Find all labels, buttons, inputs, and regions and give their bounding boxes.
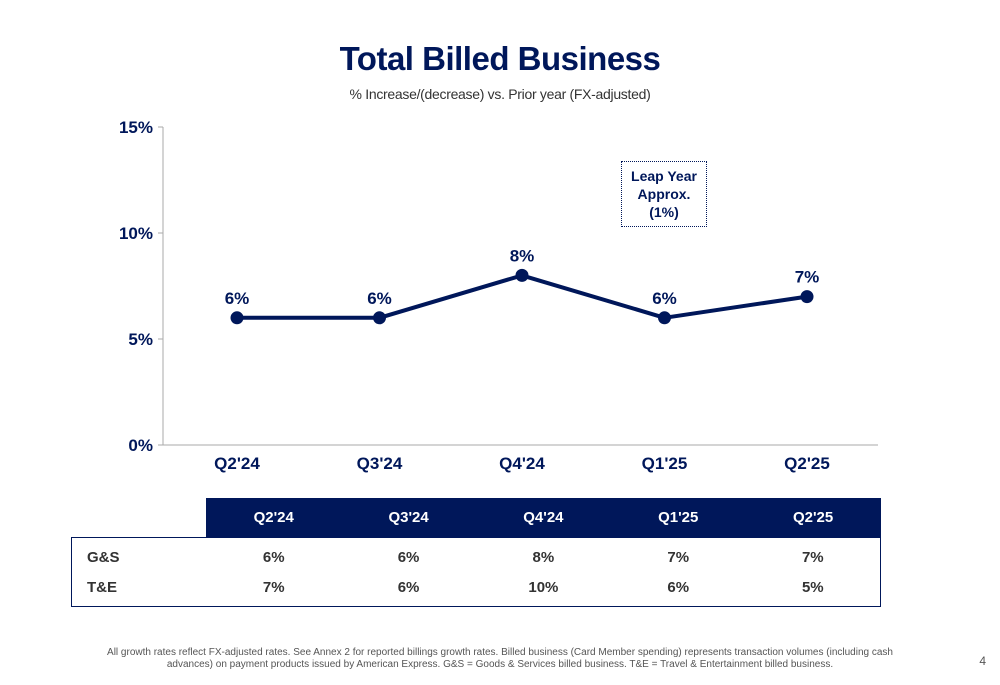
data-point xyxy=(800,290,814,304)
y-tick-label: 10% xyxy=(119,224,153,243)
table-cell: 7% xyxy=(801,548,824,566)
chart-axes: 0% 5% 10% 15% Q2'24 Q3'24 Q4'24 Q1'25 Q2'25 xyxy=(119,118,878,473)
table-header-cell: Q1'25 xyxy=(610,498,746,538)
table-cell: 6% xyxy=(667,578,690,596)
y-tick-label: 0% xyxy=(128,436,153,455)
table-header-cell: Q2'24 xyxy=(206,498,342,538)
x-tick-label: Q3'24 xyxy=(357,454,403,473)
data-point xyxy=(658,311,671,325)
table-header-blank xyxy=(71,498,207,538)
table-cell: 7% xyxy=(667,548,690,566)
table-header-cell: Q2'25 xyxy=(745,498,881,538)
x-tick-label: Q1'25 xyxy=(642,454,688,473)
x-tick-label: Q2'24 xyxy=(214,454,260,473)
data-label: 7% xyxy=(795,268,820,287)
data-point xyxy=(373,311,386,325)
chart-title: Total Billed Business xyxy=(339,40,661,77)
line-chart: 0%5%10%15%Q2'24 Q3'24 Q4'24 Q1'25 Q2'25 6% 6%… xyxy=(119,118,878,473)
y-tick-label: 15% xyxy=(119,118,153,137)
row-label: G&S xyxy=(87,548,120,566)
table-header-row: Q2'24 Q3'24 Q4'24 Q1'25 Q2'25 xyxy=(71,498,881,538)
table-header-cell: Q4'24 xyxy=(475,498,611,538)
segment-table: Q2'24 Q3'24 Q4'24 Q1'25 Q2'25 G&S 6% 6% … xyxy=(71,498,881,607)
data-point xyxy=(515,268,529,282)
chart-labels: 6% 6% 8% 6% 7% xyxy=(225,246,820,307)
data-label: 8% xyxy=(510,246,535,265)
footnote: All growth rates reflect FX-adjusted rat… xyxy=(107,647,893,670)
y-tick-label: 5% xyxy=(128,330,153,349)
table-cell: 5% xyxy=(801,578,824,596)
table-cell: 6% xyxy=(397,548,420,566)
x-tick-label: Q4'24 xyxy=(499,454,545,473)
table-row: T&E 7% 6% 10% 6% 5% xyxy=(72,572,881,607)
table-cell: 6% xyxy=(397,578,420,596)
x-tick-label: Q2'25 xyxy=(784,454,830,473)
table-cell: 8% xyxy=(532,548,555,566)
data-label: 6% xyxy=(225,289,250,308)
table-header-cell: Q3'24 xyxy=(341,498,476,538)
data-point xyxy=(230,311,244,325)
chart-subtitle: % Increase/(decrease) vs. Prior year (FX… xyxy=(349,86,651,102)
data-label: 6% xyxy=(652,289,677,308)
page-number: 4 xyxy=(979,654,986,668)
row-label: T&E xyxy=(87,578,117,596)
leap-year-annotation: Leap Year Approx. (1%) xyxy=(621,161,707,227)
table-cell: 6% xyxy=(262,548,285,566)
data-label: 6% xyxy=(367,289,392,308)
table-cell: 10% xyxy=(528,578,559,596)
table-cell: 7% xyxy=(262,578,285,596)
chart-series xyxy=(230,268,814,325)
table-row: G&S 6% 6% 8% 7% 7% xyxy=(72,538,881,573)
